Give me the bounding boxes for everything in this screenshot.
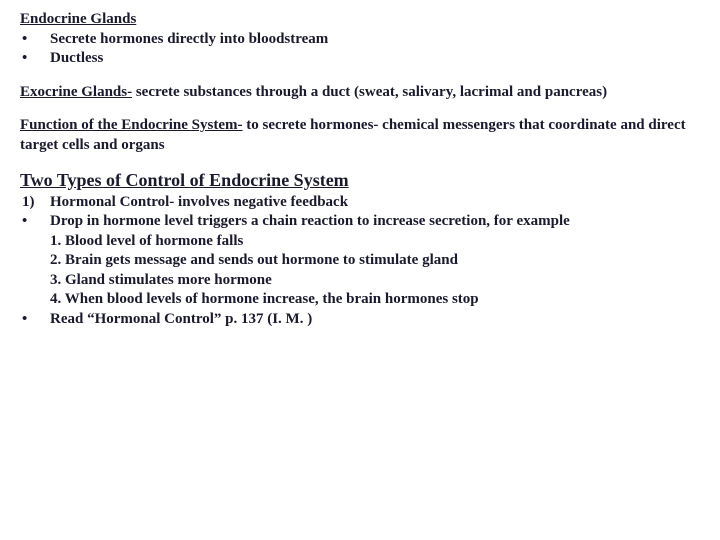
bullet-marker: • — [20, 212, 50, 232]
bullet-marker: • — [20, 49, 50, 69]
bullet-text: Drop in hormone level triggers a chain r… — [50, 212, 700, 232]
text-exocrine-glands: secrete substances through a duct (sweat… — [132, 84, 607, 100]
section-two-types: Two Types of Control of Endocrine System… — [20, 169, 700, 329]
bullet-marker: • — [20, 30, 50, 50]
section-function: Function of the Endocrine System- to sec… — [20, 116, 700, 155]
bullet-row: • Secrete hormones directly into bloodst… — [20, 30, 700, 50]
bullet-text: Read “Hormonal Control” p. 137 (I. M. ) — [50, 310, 700, 330]
step-line: 4. When blood levels of hormone increase… — [20, 290, 700, 310]
bullet-text: Hormonal Control- involves negative feed… — [50, 193, 700, 213]
list-item: • Read “Hormonal Control” p. 137 (I. M. … — [20, 310, 700, 330]
step-line: 1. Blood level of hormone falls — [20, 232, 700, 252]
heading-exocrine-glands: Exocrine Glands- — [20, 84, 132, 100]
list-item: 1) Hormonal Control- involves negative f… — [20, 193, 700, 213]
bullet-marker: 1) — [20, 193, 50, 213]
heading-endocrine-glands: Endocrine Glands — [20, 10, 700, 30]
bullet-text: Secrete hormones directly into bloodstre… — [50, 30, 700, 50]
section-exocrine-glands: Exocrine Glands- secrete substances thro… — [20, 83, 700, 103]
list-item: • Drop in hormone level triggers a chain… — [20, 212, 700, 232]
heading-large-text: Two Types of Control of Endocrine System — [20, 170, 349, 190]
document-page: Endocrine Glands • Secrete hormones dire… — [0, 0, 720, 363]
heading-two-types: Two Types of Control of Endocrine System — [20, 169, 700, 193]
step-line: 3. Gland stimulates more hormone — [20, 271, 700, 291]
bullet-row: • Ductless — [20, 49, 700, 69]
bullet-marker: • — [20, 310, 50, 330]
heading-function: Function of the Endocrine System- — [20, 117, 243, 133]
step-line: 2. Brain gets message and sends out horm… — [20, 251, 700, 271]
bullet-text: Ductless — [50, 49, 700, 69]
heading-text: Endocrine Glands — [20, 11, 136, 27]
section-endocrine-glands: Endocrine Glands • Secrete hormones dire… — [20, 10, 700, 69]
